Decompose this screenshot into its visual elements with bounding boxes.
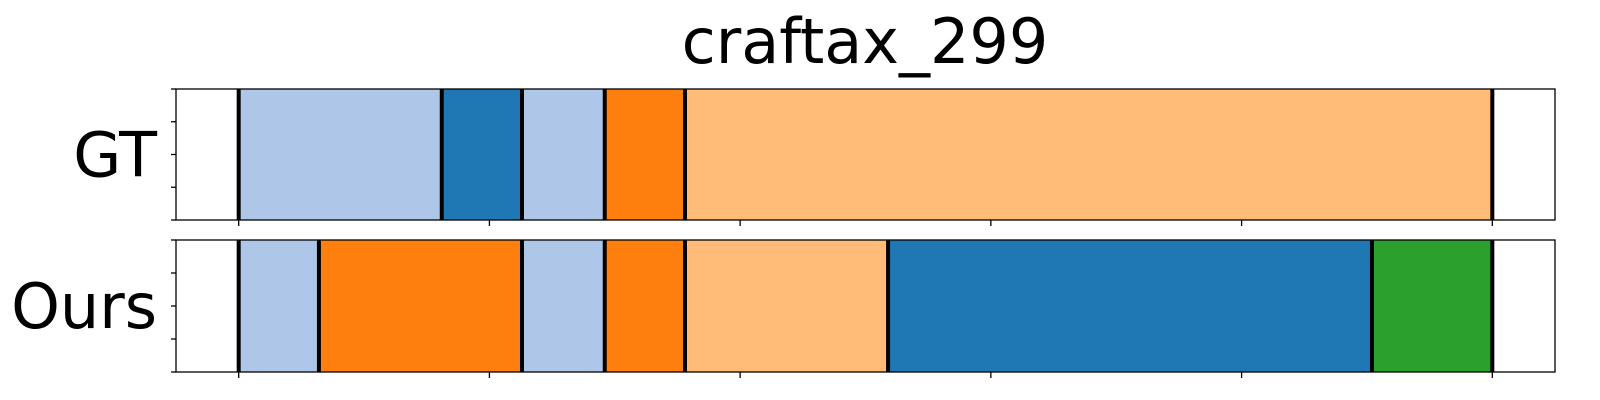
segment-bar	[441, 89, 523, 220]
segment-bar	[1371, 240, 1493, 372]
row-label: Ours	[11, 270, 157, 343]
segment-bar	[684, 89, 1493, 220]
segment-bar	[888, 240, 1372, 372]
segment-bar	[604, 89, 685, 220]
chart-title: craftax_299	[682, 5, 1049, 78]
segment-bar	[604, 240, 685, 372]
segment-bar	[522, 240, 605, 372]
segment-bar	[684, 240, 889, 372]
row-ours: Ours	[11, 239, 1556, 378]
segment-bar	[318, 240, 523, 372]
row-gt: GT	[73, 88, 1556, 226]
row-label: GT	[73, 119, 158, 192]
segment-bar	[238, 89, 442, 220]
segment-bar	[238, 240, 319, 372]
segment-bar	[522, 89, 605, 220]
